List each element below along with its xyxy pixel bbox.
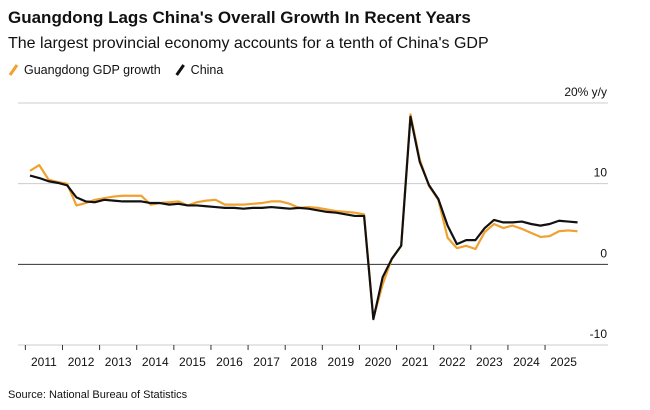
x-tick-label: 2022 <box>439 355 466 369</box>
x-tick-label: 2011 <box>31 355 57 369</box>
x-tick-label: 2020 <box>365 355 392 369</box>
x-tick-label: 2018 <box>290 355 317 369</box>
x-tick-label: 2021 <box>402 355 429 369</box>
x-tick-label: 2012 <box>68 355 95 369</box>
y-tick-label: 0 <box>600 246 607 260</box>
x-tick-label: 2024 <box>513 355 540 369</box>
legend-swatch <box>8 64 19 76</box>
legend-label: China <box>191 63 224 77</box>
x-tick-label: 2014 <box>142 355 169 369</box>
y-tick-label: 10 <box>594 166 608 180</box>
x-tick-label: 2025 <box>550 355 577 369</box>
series-line <box>29 113 578 320</box>
x-tick-label: 2017 <box>253 355 280 369</box>
source: Source: National Bureau of Statistics <box>8 389 188 401</box>
y-tick-label: 20% y/y <box>564 85 607 99</box>
legend-label: Guangdong GDP growth <box>24 63 161 77</box>
chart-subtitle: The largest provincial economy accounts … <box>8 35 489 52</box>
series-line <box>29 115 578 321</box>
x-tick-label: 2013 <box>105 355 132 369</box>
x-tick-label: 2016 <box>216 355 243 369</box>
legend-swatch <box>175 64 185 76</box>
x-tick-label: 2015 <box>179 355 206 369</box>
chart-title: Guangdong Lags China's Overall Growth In… <box>8 8 471 27</box>
x-tick-label: 2023 <box>476 355 503 369</box>
x-tick-label: 2019 <box>328 355 355 369</box>
y-tick-label: -10 <box>590 327 608 341</box>
